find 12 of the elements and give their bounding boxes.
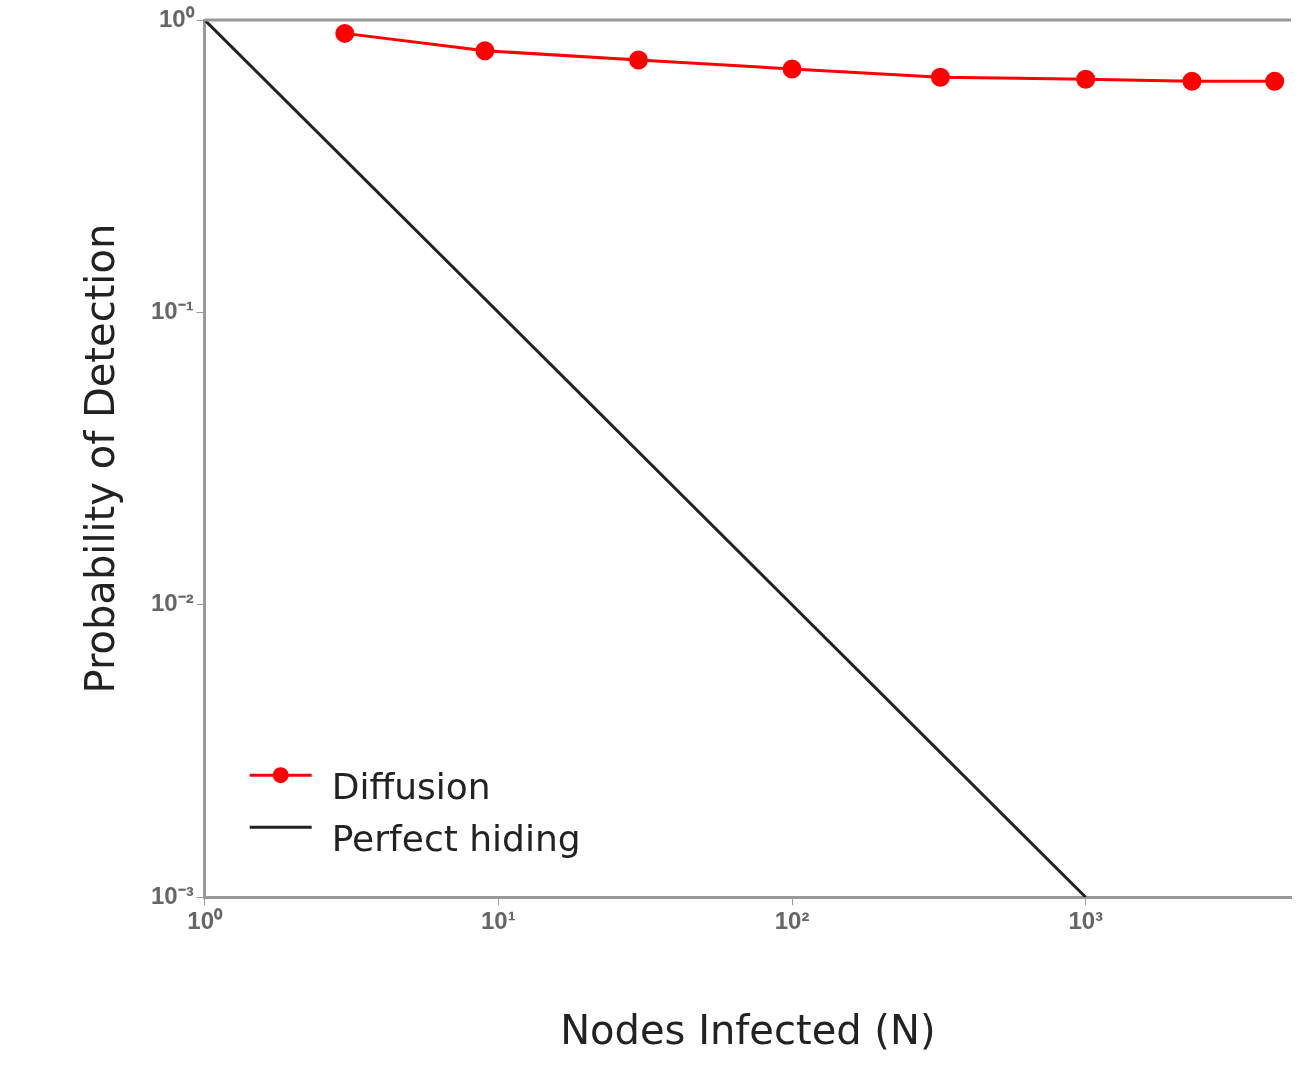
y-axis-title: Probability of Detection: [77, 223, 124, 694]
x-axis-title: Nodes Infected (N): [560, 1007, 936, 1054]
x-tick-label: 10²: [774, 907, 810, 935]
y-tick-label: 10⁻²: [151, 589, 194, 617]
x-tick-label: 10³: [1068, 907, 1104, 935]
y-tick-label: 10⁰: [158, 4, 195, 32]
y-tick-label: 10⁻¹: [151, 297, 194, 325]
y-tick-label: 10⁻³: [151, 881, 194, 909]
legend-label: Diffusion: [331, 765, 491, 807]
x-tick-label: 10⁰: [187, 907, 224, 935]
legend-label: Perfect hiding: [331, 817, 581, 859]
x-tick-label: 10¹: [481, 907, 516, 935]
